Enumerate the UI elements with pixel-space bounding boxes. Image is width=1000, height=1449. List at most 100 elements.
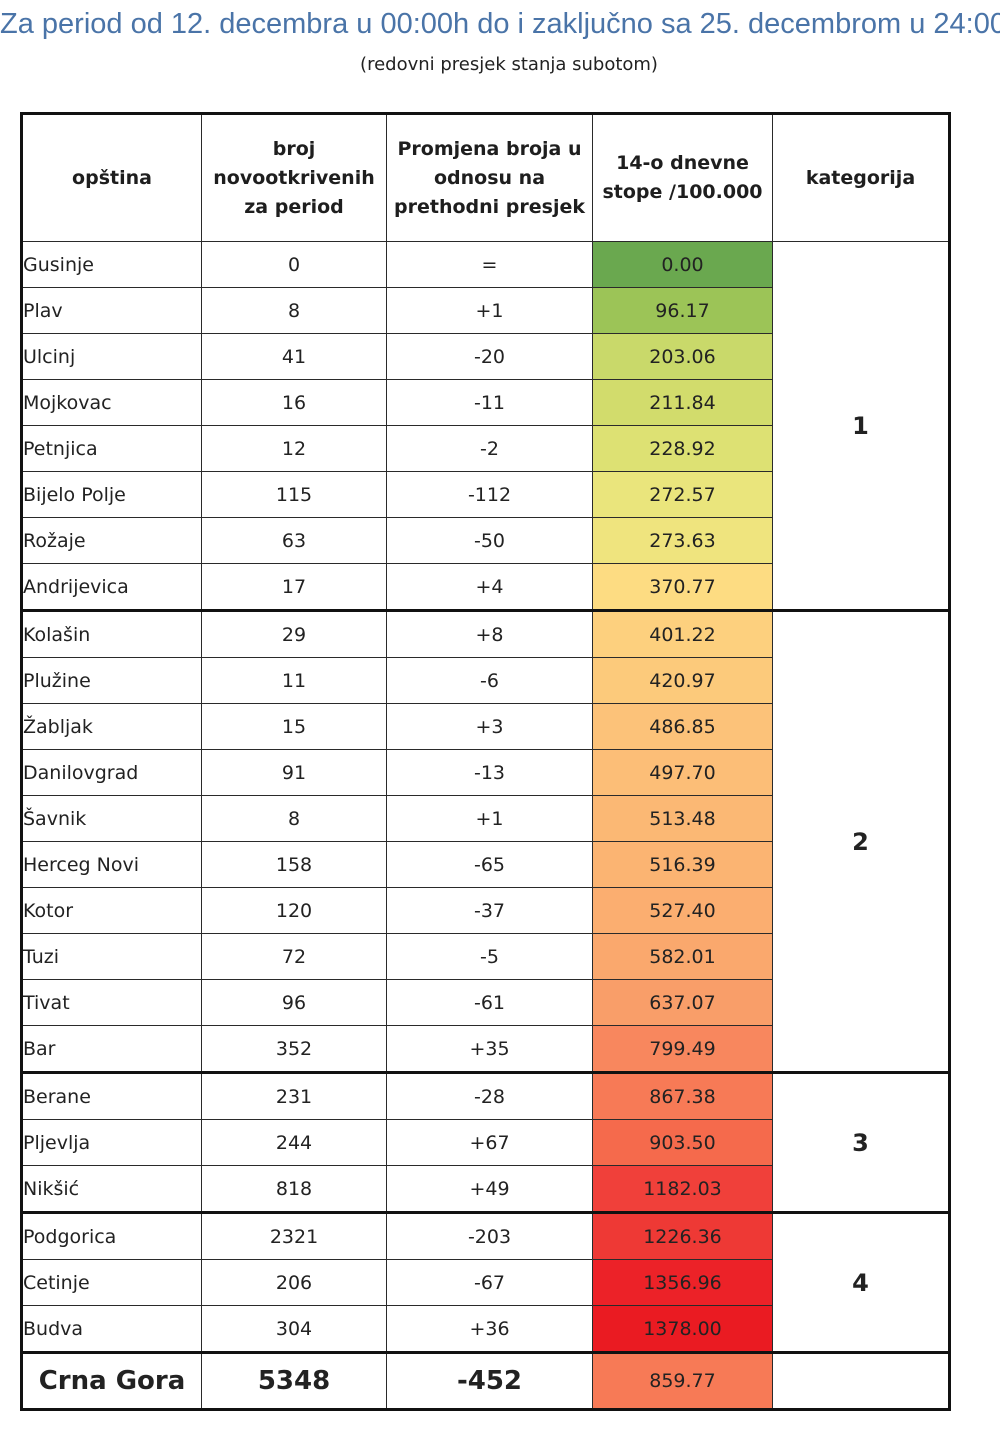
- rate-value: 1378.00: [592, 1305, 773, 1354]
- municipality-name: Andrijevica: [21, 563, 202, 612]
- change-value: -112: [386, 471, 593, 518]
- header-line: stope /100.000: [602, 181, 763, 203]
- new-cases: 8: [201, 287, 387, 334]
- total-new-cases: 5348: [201, 1352, 387, 1410]
- page-title: Za period od 12. decembra u 00:00h do i …: [0, 8, 1000, 40]
- new-cases: 41: [201, 333, 387, 380]
- new-cases: 158: [201, 841, 387, 888]
- table-row: Kolašin 29 +8 401.22 2: [21, 610, 950, 1074]
- header-new-cases: broj novootkrivenih za period: [201, 113, 387, 242]
- rate-value: 486.85: [592, 703, 773, 750]
- new-cases: 16: [201, 379, 387, 426]
- table-row: Andrijevica 17 +4 370.77: [21, 563, 950, 612]
- municipality-name: Pljevlja: [21, 1119, 202, 1166]
- new-cases: 12: [201, 425, 387, 472]
- category-value: 4: [772, 1212, 950, 1354]
- change-value: -2: [386, 425, 593, 472]
- header-category: kategorija: [772, 113, 950, 242]
- table-row: Pljevlja 244 +67 903.50: [21, 1119, 950, 1166]
- new-cases: 244: [201, 1119, 387, 1166]
- municipality-name: Ulcinj: [21, 333, 202, 380]
- page-subtitle: (redovni presjek stanja subotom): [360, 54, 658, 75]
- table-body: Gusinje 0 = 0.00 1 Plav 8 +1 96.17 Ulcinj 41 -20 203…: [21, 241, 950, 1410]
- rate-value: 637.07: [592, 979, 773, 1026]
- rate-value: 799.49: [592, 1025, 773, 1074]
- table-header: opština broj novootkrivenih za period Promje…: [21, 113, 950, 242]
- change-value: -5: [386, 933, 593, 980]
- rate-value: 497.70: [592, 749, 773, 796]
- rate-value: 273.63: [592, 517, 773, 564]
- rate-value: 1226.36: [592, 1212, 773, 1260]
- municipality-name: Gusinje: [21, 241, 202, 288]
- header-change: Promjena broja u odnosu na prethodni presj…: [386, 113, 593, 242]
- table-row: Rožaje 63 -50 273.63: [21, 517, 950, 564]
- change-value: -50: [386, 517, 593, 564]
- change-value: -6: [386, 657, 593, 704]
- total-rate: 859.77: [592, 1352, 773, 1410]
- municipality-name: Mojkovac: [21, 379, 202, 426]
- table-row: Tivat 96 -61 637.07: [21, 979, 950, 1026]
- header-line: broj: [272, 137, 316, 160]
- municipality-name: Budva: [21, 1305, 202, 1354]
- change-value: -28: [386, 1072, 593, 1120]
- category-value: 1: [772, 241, 950, 612]
- total-name: Crna Gora: [21, 1352, 202, 1410]
- table-row: Nikšić 818 +49 1182.03: [21, 1165, 950, 1214]
- new-cases: 72: [201, 933, 387, 980]
- category-value: 2: [772, 610, 950, 1074]
- municipality-name: Plav: [21, 287, 202, 334]
- rate-value: 420.97: [592, 657, 773, 704]
- change-value: -37: [386, 887, 593, 934]
- rate-value: 228.92: [592, 425, 773, 472]
- header-municipality: opština: [21, 113, 202, 242]
- header-line: odnosu na: [433, 166, 546, 189]
- header-line: za period: [244, 195, 344, 218]
- table-row: Herceg Novi 158 -65 516.39: [21, 841, 950, 888]
- table-row: Mojkovac 16 -11 211.84: [21, 379, 950, 426]
- rate-value: 272.57: [592, 471, 773, 518]
- municipality-name: Bijelo Polje: [21, 471, 202, 518]
- change-value: +3: [386, 703, 593, 750]
- header-line: novootkrivenih: [213, 166, 375, 189]
- change-value: -203: [386, 1212, 593, 1260]
- total-category-empty: [772, 1352, 950, 1410]
- municipality-name: Rožaje: [21, 517, 202, 564]
- change-value: +4: [386, 563, 593, 612]
- rate-value: 211.84: [592, 379, 773, 426]
- header-line: opština: [72, 166, 152, 189]
- header-line: prethodni presjek: [394, 195, 585, 218]
- table-row: Cetinje 206 -67 1356.96: [21, 1259, 950, 1306]
- category-value: 3: [772, 1072, 950, 1214]
- table-row: Plužine 11 -6 420.97: [21, 657, 950, 704]
- header-line: 14-o dnevne: [616, 152, 749, 174]
- municipality-name: Tivat: [21, 979, 202, 1026]
- table-row: Bar 352 +35 799.49: [21, 1025, 950, 1074]
- rate-value: 203.06: [592, 333, 773, 380]
- table-row: Ulcinj 41 -20 203.06: [21, 333, 950, 380]
- change-value: -67: [386, 1259, 593, 1306]
- rate-value: 1356.96: [592, 1259, 773, 1306]
- new-cases: 63: [201, 517, 387, 564]
- change-value: +1: [386, 795, 593, 842]
- total-row: Crna Gora 5348 -452 859.77: [21, 1352, 950, 1410]
- municipality-name: Šavnik: [21, 795, 202, 842]
- change-value: -13: [386, 749, 593, 796]
- change-value: +49: [386, 1165, 593, 1214]
- header-row: opština broj novootkrivenih za period Promje…: [21, 113, 950, 242]
- new-cases: 91: [201, 749, 387, 796]
- rate-value: 370.77: [592, 563, 773, 612]
- change-value: +36: [386, 1305, 593, 1354]
- rate-value: 903.50: [592, 1119, 773, 1166]
- new-cases: 8: [201, 795, 387, 842]
- municipality-name: Tuzi: [21, 933, 202, 980]
- new-cases: 231: [201, 1072, 387, 1120]
- table-row: Bijelo Polje 115 -112 272.57: [21, 471, 950, 518]
- table-row: Šavnik 8 +1 513.48: [21, 795, 950, 842]
- header-line: Promjena broja u: [397, 137, 582, 160]
- header-line: kategorija: [805, 166, 916, 189]
- municipality-name: Berane: [21, 1072, 202, 1120]
- table-row: Gusinje 0 = 0.00 1: [21, 241, 950, 612]
- change-value: -65: [386, 841, 593, 888]
- rate-value: 401.22: [592, 610, 773, 658]
- table-row: Budva 304 +36 1378.00: [21, 1305, 950, 1354]
